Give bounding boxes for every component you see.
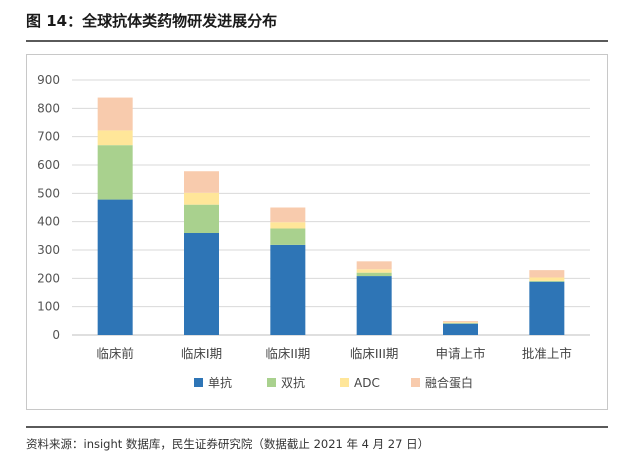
legend-swatch (340, 378, 349, 387)
bar-segment (97, 145, 133, 200)
bar-segment (270, 244, 306, 335)
bar-segment (270, 207, 306, 223)
bar-segment (356, 272, 392, 277)
bar-segment (184, 171, 219, 193)
bar-segment (356, 269, 392, 273)
bar-segment (270, 228, 306, 245)
x-tick-label: 临床前 (96, 346, 134, 361)
bar-segment (443, 322, 478, 324)
bar-segment (97, 199, 133, 335)
bar-segment (529, 281, 565, 335)
bar-segment (529, 270, 565, 278)
y-tick-label: 300 (37, 243, 60, 257)
legend-label: 单抗 (208, 375, 232, 390)
bar-segment (97, 97, 133, 131)
bar-segment (529, 277, 565, 281)
bar-segment (270, 222, 306, 229)
y-tick-label: 900 (37, 73, 60, 87)
y-tick-label: 500 (37, 186, 60, 200)
x-tick-label: 批准上市 (522, 346, 572, 361)
y-tick-label: 100 (37, 300, 60, 314)
x-tick-label: 申请上市 (435, 346, 485, 361)
y-tick-label: 800 (37, 101, 60, 115)
y-tick-label: 600 (37, 158, 60, 172)
chart-frame (26, 54, 608, 410)
y-tick-label: 400 (37, 215, 60, 229)
legend: 单抗 双抗 ADC 融合蛋白 (194, 375, 473, 390)
bar-segment (184, 204, 219, 233)
y-tick-label: 700 (37, 130, 60, 144)
y-tick-label: 200 (37, 271, 60, 285)
gridlines (72, 79, 590, 336)
bar-segment (97, 130, 133, 146)
bar-segment (184, 192, 219, 205)
bar-segment (443, 321, 478, 323)
legend-swatch (411, 378, 420, 387)
x-tick-label: 临床II期 (265, 346, 310, 361)
x-tick-label: 临床I期 (181, 346, 222, 361)
source-note: 资料来源：insight 数据库，民生证券研究院（数据截止 2021 年 4 月… (26, 437, 430, 451)
footer-rule (26, 426, 608, 428)
bar-segment (443, 323, 478, 335)
bar-segment (356, 261, 392, 270)
bars (97, 97, 565, 335)
title-rule (26, 40, 608, 42)
legend-label: 双抗 (281, 375, 305, 390)
bar-segment (443, 323, 478, 324)
legend-label: 融合蛋白 (425, 375, 473, 390)
x-axis: 临床前 临床I期 临床II期 临床III期 申请上市 批准上市 (96, 346, 571, 361)
y-tick-label: 0 (52, 328, 60, 342)
bar-segment (529, 280, 565, 282)
legend-swatch (194, 378, 203, 387)
bar-segment (356, 276, 392, 335)
y-axis: 0 100 200 300 400 500 600 700 800 900 (37, 73, 60, 342)
bar-segment (184, 233, 219, 335)
x-tick-label: 临床III期 (350, 346, 399, 361)
legend-label: ADC (354, 376, 380, 390)
figure-title: 图 14：全球抗体类药物研发进展分布 (26, 12, 278, 30)
legend-swatch (267, 378, 276, 387)
